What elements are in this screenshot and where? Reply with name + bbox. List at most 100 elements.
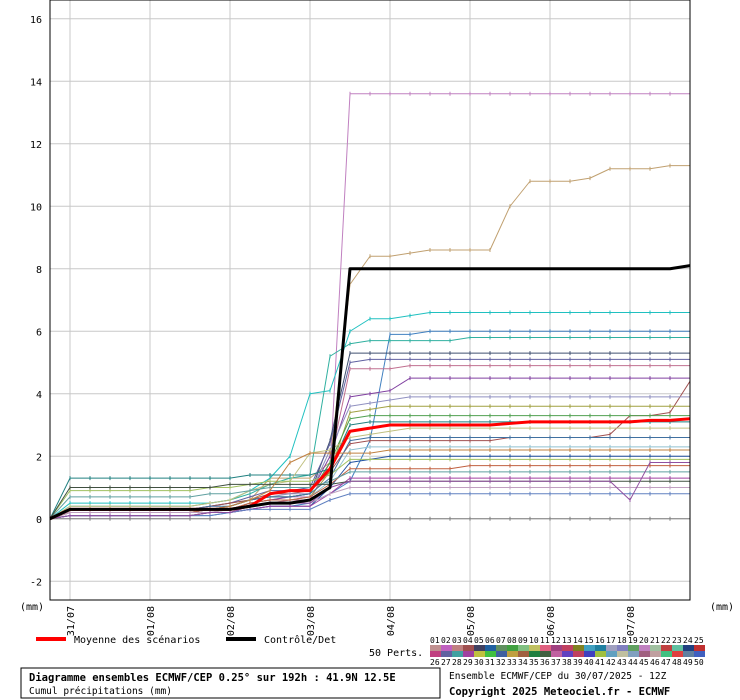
y-tick-label: 16 [30,15,42,26]
member-series [49,91,691,521]
pert-swatch [562,645,573,651]
pert-swatch [595,645,606,651]
pert-swatch [463,651,474,657]
pert-swatch [507,651,518,657]
pert-number: 02 [441,636,451,645]
pert-swatch [441,645,452,651]
pert-swatch [540,651,551,657]
pert-swatch [463,645,474,651]
grid [50,0,690,600]
pert-swatch [606,645,617,651]
y-tick-label: 12 [30,140,42,151]
unit-left: (mm) [20,602,44,613]
x-tick-label: 06/08 [546,606,557,636]
perturbation-legend: 01 02 03 04 05 06 07 08 09 10 11 12 13 14 15 16 17 18 19 20… [430,636,705,667]
pert-swatch [485,651,496,657]
pert-number: 41 [595,658,605,667]
pert-swatch [573,645,584,651]
pert-number: 03 [452,636,462,645]
pert-swatch [672,645,683,651]
pert-number: 06 [485,636,495,645]
x-axis-ticks: 31/07 01/08 02/08 03/08 04/08 05/08 06/08 07/08 [66,606,637,636]
pert-number: 05 [474,636,484,645]
pert-swatch [474,645,485,651]
pert-number: 43 [617,658,627,667]
y-axis-ticks: -2 0 2 4 6 8 10 12 14 16 [30,15,42,589]
pert-swatch [584,651,595,657]
pert-number: 40 [584,658,594,667]
pert-swatch [639,645,650,651]
pert-number: 13 [562,636,572,645]
pert-number: 39 [573,658,583,667]
pert-swatch [683,645,694,651]
x-tick-label: 31/07 [66,606,77,636]
pert-swatch [694,645,705,651]
pert-number: 16 [595,636,605,645]
pert-swatch [496,651,507,657]
pert-number: 45 [639,658,649,667]
pert-number: 18 [617,636,627,645]
legend-mean-label: Moyenne des scénarios [74,634,200,646]
pert-number: 04 [463,636,473,645]
pert-number: 47 [661,658,671,667]
pert-number: 48 [672,658,682,667]
legend-control-label: Contrôle/Det [264,634,336,646]
pert-swatch [452,651,463,657]
pert-number: 27 [441,658,451,667]
pert-number: 11 [540,636,550,645]
legend-perts-label: 50 Perts. [369,648,423,659]
y-tick-label: 8 [36,265,42,276]
pert-number: 30 [474,658,484,667]
pert-swatch [661,645,672,651]
pert-number: 44 [628,658,638,667]
pert-swatch [584,645,595,651]
pert-number: 31 [485,658,495,667]
control-line [49,264,691,521]
pert-swatch [562,651,573,657]
plot-background [50,0,690,600]
main-series [49,264,691,521]
pert-swatch [518,651,529,657]
x-tick-label: 02/08 [226,606,237,636]
pert-swatch [496,645,507,651]
pert-swatch [639,651,650,657]
pert-number: 09 [518,636,528,645]
pert-swatch [650,651,661,657]
pert-swatch [683,651,694,657]
y-tick-label: 10 [30,202,42,213]
pert-number: 24 [683,636,693,645]
pert-swatch [507,645,518,651]
pert-number: 20 [639,636,649,645]
pert-number: 36 [540,658,550,667]
pert-number: 21 [650,636,660,645]
pert-number: 25 [694,636,704,645]
pert-number: 33 [507,658,517,667]
pert-swatch [551,651,562,657]
pert-swatch [628,645,639,651]
pert-number: 07 [496,636,506,645]
pert-swatch [540,645,551,651]
pert-swatch [617,651,628,657]
plot-frame [49,0,691,601]
pert-number: 17 [606,636,616,645]
pert-number: 49 [683,658,693,667]
pert-number: 14 [573,636,583,645]
pert-swatch [573,651,584,657]
pert-number: 23 [672,636,682,645]
footer-title-box [20,667,441,699]
y-tick-label: 14 [30,77,42,88]
x-tick-label: 04/08 [386,606,397,636]
pert-number: 10 [529,636,539,645]
pert-number: 37 [551,658,561,667]
y-tick-label: -2 [30,577,42,588]
x-tick-label: 07/08 [626,606,637,636]
x-tick-label: 03/08 [306,606,317,636]
pert-swatch [485,645,496,651]
y-tick-label: 6 [36,327,42,338]
pert-swatch [430,645,441,651]
pert-number: 26 [430,658,440,667]
pert-number: 35 [529,658,539,667]
footer-run: Ensemble ECMWF/CEP du 30/07/2025 - 12Z [449,671,667,682]
pert-swatch [650,645,661,651]
